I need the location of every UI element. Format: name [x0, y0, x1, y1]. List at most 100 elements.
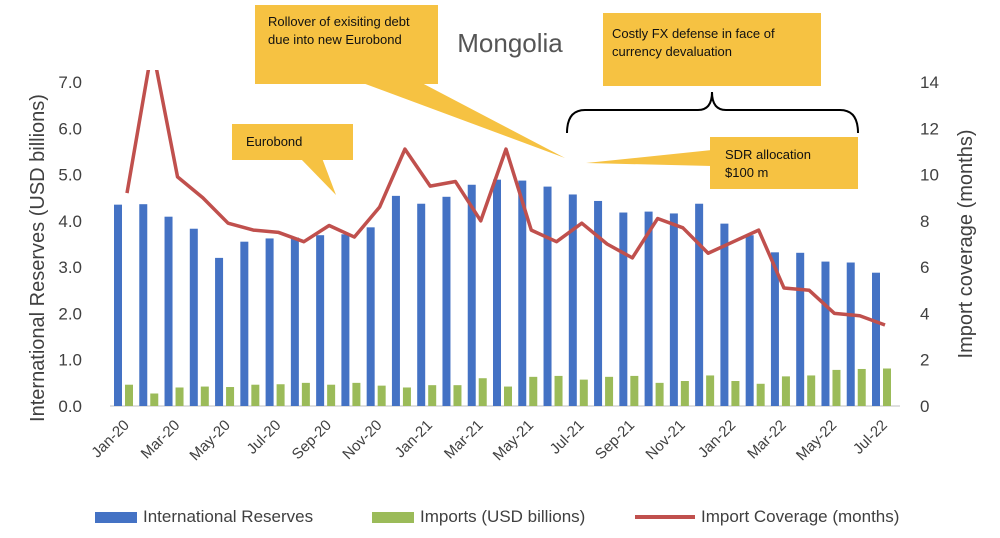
bar-international-reserves	[644, 211, 653, 406]
y-tick-label-right: 0	[920, 397, 929, 416]
annotation-rollover	[255, 5, 565, 158]
bar-international-reserves	[568, 194, 577, 406]
bar-imports	[832, 369, 841, 406]
bar-international-reserves	[846, 262, 855, 406]
import-coverage-line	[125, 70, 886, 327]
bar-imports	[251, 384, 260, 406]
bar-imports	[630, 375, 639, 406]
bar-imports	[756, 383, 765, 406]
x-axis-ticks: Jan-20 Mar-20 May-20 Jul-20 Sep-20 Nov-20 Jan-…	[88, 417, 890, 464]
bar-international-reserves	[442, 196, 451, 406]
x-tick-label: May-22	[793, 417, 840, 464]
bar-international-reserves	[417, 203, 426, 406]
bar-imports	[301, 382, 310, 406]
bar-imports	[807, 375, 816, 406]
bar-imports	[453, 385, 462, 406]
x-tick-label: Sep-20	[289, 417, 335, 463]
bar-imports	[706, 375, 715, 406]
bar-imports	[478, 378, 487, 406]
callout-pointer	[300, 158, 336, 195]
bar-international-reserves	[872, 272, 880, 406]
annotation-eurobond-text: Eurobond	[246, 134, 303, 149]
bar-imports	[276, 384, 285, 406]
legend-item-imports: Imports (USD billions)	[372, 503, 585, 531]
annotation-eurobond	[232, 124, 353, 195]
legend-swatch	[635, 515, 695, 519]
bar-imports	[554, 375, 563, 406]
bar-imports	[125, 384, 133, 406]
y-tick-label-left: 4.0	[58, 212, 82, 231]
x-tick-label: Jul-21	[547, 417, 588, 458]
bar-international-reserves	[290, 237, 299, 406]
bar-international-reserves	[265, 238, 274, 406]
bar-imports	[857, 368, 866, 406]
bar-international-reserves	[316, 235, 325, 406]
bar-imports	[428, 385, 437, 406]
bar-imports	[781, 376, 790, 406]
legend: International Reserves Imports (USD bill…	[0, 503, 1000, 531]
y-tick-label-left: 2.0	[58, 304, 82, 323]
bar-imports	[175, 387, 184, 406]
bar-international-reserves	[139, 204, 148, 406]
legend-label: Import Coverage (months)	[701, 507, 900, 526]
brace	[566, 91, 859, 134]
callout-box	[603, 13, 821, 86]
bar-imports	[377, 385, 386, 406]
x-tick-label: Sep-21	[592, 417, 638, 463]
legend-item-import-coverage: Import Coverage (months)	[635, 503, 899, 531]
bar-international-reserves	[114, 204, 122, 406]
bar-international-reserves	[518, 180, 527, 406]
bar-series	[114, 179, 891, 406]
annotation-fx-defense-text: Costly FX defense in face of currency de…	[612, 26, 775, 59]
callout-box	[255, 5, 438, 84]
legend-item-reserves: International Reserves	[95, 503, 313, 531]
legend-label: International Reserves	[143, 507, 314, 526]
callout-box	[710, 137, 858, 189]
bar-international-reserves	[493, 179, 501, 406]
y-tick-label-left: 0.0	[58, 397, 82, 416]
y-tick-label-right: 12	[920, 119, 939, 138]
bar-imports	[605, 376, 614, 406]
bar-international-reserves	[341, 234, 350, 406]
y-tick-label-right: 10	[920, 166, 939, 185]
x-tick-label: Jul-22	[850, 417, 891, 458]
y-tick-label-right: 8	[920, 212, 929, 231]
bar-imports	[655, 382, 664, 406]
legend-swatch	[372, 511, 414, 523]
callout-pointer	[360, 82, 565, 158]
bar-imports	[883, 368, 891, 406]
y-tick-label-left: 1.0	[58, 351, 82, 370]
bar-imports	[327, 384, 336, 406]
bar-imports	[200, 386, 209, 406]
y-tick-label-left: 7.0	[58, 73, 82, 92]
y-tick-label-right: 2	[920, 351, 929, 370]
bar-international-reserves	[745, 235, 754, 406]
y-tick-label-right: 4	[920, 304, 929, 323]
y-tick-label-left: 5.0	[58, 166, 82, 185]
x-tick-label: Nov-20	[339, 417, 385, 463]
bar-imports	[504, 386, 512, 406]
bar-imports	[226, 387, 235, 406]
bar-international-reserves	[391, 195, 400, 406]
bar-imports	[529, 376, 538, 406]
y-tick-label-right: 14	[920, 73, 939, 92]
callout-pointer	[586, 150, 712, 166]
x-tick-label: May-20	[186, 417, 233, 464]
bar-imports	[352, 382, 361, 406]
right-axis-ticks: 0 2 4 6 8 10 12 14	[920, 73, 939, 416]
bar-imports	[402, 387, 411, 406]
line-series	[125, 70, 886, 327]
x-tick-label: Mar-22	[744, 417, 790, 463]
annotation-sdr-text: SDR allocation $100 m	[725, 147, 811, 180]
y-tick-label-left: 6.0	[58, 119, 82, 138]
legend-label: Imports (USD billions)	[420, 507, 586, 526]
x-tick-label: Jan-22	[695, 417, 739, 461]
bar-international-reserves	[467, 184, 476, 406]
bar-international-reserves	[619, 212, 628, 406]
x-tick-label: Nov-21	[642, 417, 688, 463]
bar-international-reserves	[164, 216, 173, 406]
bar-imports	[680, 381, 689, 406]
x-tick-label: May-21	[490, 417, 537, 464]
bar-international-reserves	[821, 261, 830, 406]
